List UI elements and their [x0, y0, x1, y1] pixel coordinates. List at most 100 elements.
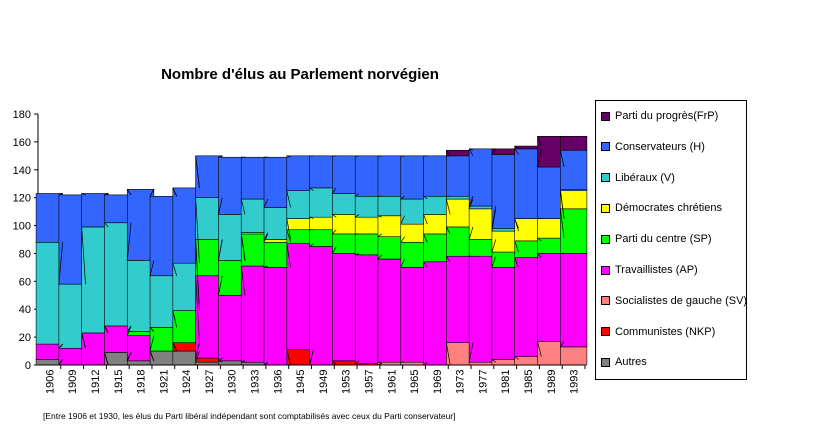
x-tick-label: 1989	[546, 370, 558, 394]
series-connector	[195, 275, 200, 343]
series-connector	[514, 145, 519, 150]
bar-segment	[104, 194, 132, 224]
x-tick-label: 1949	[318, 370, 330, 394]
series-connector	[286, 218, 291, 240]
series-connector	[104, 352, 109, 366]
x-tick-label: 1993	[569, 370, 581, 394]
series-connector	[377, 215, 382, 218]
legend-label: Démocrates chrétiens	[615, 202, 722, 215]
series-connector	[126, 325, 132, 336]
bar-segment	[354, 155, 383, 197]
series-connector	[241, 360, 246, 363]
series-connector	[332, 187, 337, 194]
bar-segment	[126, 335, 155, 362]
x-tick-label: 1927	[204, 370, 216, 394]
series-connector	[263, 198, 269, 208]
series-connector	[309, 349, 314, 366]
bars	[35, 136, 588, 366]
bar-segment	[332, 155, 360, 194]
bar-segment	[560, 346, 588, 366]
legend-item: Socialistes de gauche (SV)	[601, 294, 747, 308]
series-connector	[332, 360, 337, 366]
series-connector	[81, 332, 86, 349]
legend-swatch	[601, 173, 610, 183]
series-connector	[514, 218, 519, 229]
series-connector	[559, 208, 565, 239]
bar-segment	[195, 275, 223, 359]
series-connector	[468, 342, 474, 363]
x-tick-label: 1933	[250, 370, 262, 394]
x-tick-label: 1961	[386, 370, 398, 394]
legend-label: Parti du centre (SP)	[615, 233, 712, 246]
legend-swatch	[601, 327, 610, 337]
bar-segment	[149, 195, 177, 277]
series-connector	[286, 349, 291, 366]
bar-segment	[263, 207, 291, 240]
y-tick-label: 180	[13, 109, 31, 121]
y-tick-label: 60	[19, 276, 31, 288]
y-tick-label: 160	[13, 137, 31, 149]
series-connector	[195, 342, 200, 359]
bar-segment	[560, 149, 588, 190]
series-connector	[286, 155, 291, 158]
bar-segment	[218, 214, 246, 261]
bar-segment	[126, 189, 155, 261]
series-connector	[286, 190, 291, 208]
series-connector	[354, 360, 360, 364]
legend-label: Autres	[615, 356, 647, 369]
series-connector	[149, 260, 155, 276]
series-connector	[332, 246, 337, 254]
series-connector	[218, 155, 223, 158]
legend-item: Démocrates chrétiens	[601, 201, 722, 215]
series-connector	[332, 214, 337, 218]
series-connector	[263, 232, 269, 240]
legend-swatch	[601, 142, 610, 152]
y-axis: 0 20 40 60 80 100 120 140 160 180	[13, 109, 39, 372]
series-connector	[355, 253, 360, 256]
bar-segment	[560, 190, 588, 210]
legend-swatch	[601, 296, 610, 306]
x-tick-label: 1957	[363, 370, 375, 394]
bar-segment	[58, 283, 86, 349]
series-connector	[514, 356, 519, 360]
series-connector	[240, 265, 246, 296]
x-tick-label: 1906	[44, 370, 56, 394]
bar-segment	[286, 190, 314, 219]
series-connector	[58, 359, 63, 366]
y-tick-label: 20	[19, 332, 31, 344]
bar-segment	[514, 257, 542, 357]
bar-segment	[446, 255, 474, 343]
legend-item: Libéraux (V)	[601, 171, 675, 185]
legend-label: Libéraux (V)	[615, 171, 675, 184]
bar-segment	[400, 241, 428, 268]
x-tick-label: 1945	[295, 370, 307, 394]
series-connector	[514, 148, 519, 155]
bar-segment	[218, 294, 246, 362]
bar-segment	[423, 261, 451, 366]
series-connector	[309, 243, 314, 247]
y-tick-label: 140	[13, 165, 31, 177]
bar-segment	[35, 241, 63, 345]
legend-item: Travaillistes (AP)	[601, 263, 698, 277]
chart-footnote: [Entre 1906 et 1930, les élus du Parti l…	[43, 411, 456, 421]
bar-segment	[446, 226, 474, 257]
series-connector	[332, 229, 337, 235]
x-tick-label: 1930	[227, 370, 239, 394]
bar-segment	[377, 155, 405, 197]
bar-segment	[104, 222, 132, 327]
series-connector	[468, 198, 474, 209]
series-connector	[126, 352, 132, 361]
chart-title: Nombre d'élus au Parlement norvégien	[161, 66, 439, 83]
series-connector	[58, 343, 63, 349]
series-connector	[446, 198, 451, 215]
series-connector	[104, 193, 109, 196]
series-connector	[423, 261, 428, 268]
series-connector	[195, 197, 200, 264]
x-tick-label: 1969	[432, 370, 444, 394]
series-connector	[446, 342, 451, 366]
legend-swatch	[601, 357, 610, 367]
series-connector	[104, 325, 109, 334]
bar-segment	[263, 267, 291, 366]
x-tick-label: 1915	[113, 370, 125, 394]
